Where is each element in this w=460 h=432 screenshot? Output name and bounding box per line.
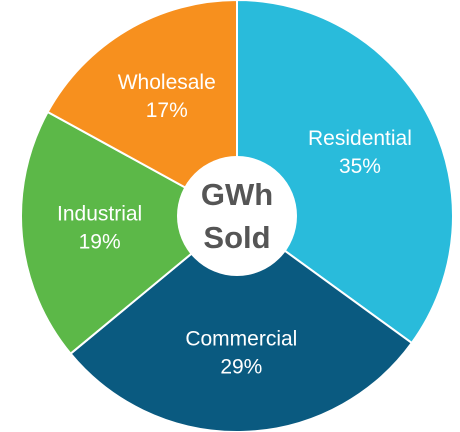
slice-name: Wholesale [118, 71, 216, 94]
slice-value: 29% [220, 355, 262, 378]
slice-name: Industrial [57, 203, 142, 226]
slice [20, 110, 239, 356]
slice-value: 35% [339, 155, 381, 178]
donut-hole [177, 156, 297, 276]
slice-name: Commercial [185, 327, 297, 350]
slices [20, 0, 454, 432]
slice [236, 0, 454, 345]
slice-value: 17% [146, 99, 188, 122]
slice [46, 0, 238, 218]
center-label: Sold [203, 220, 270, 255]
center-label: GWh [201, 177, 273, 212]
slice-value: 19% [79, 231, 121, 254]
slice-name: Residential [308, 127, 412, 150]
